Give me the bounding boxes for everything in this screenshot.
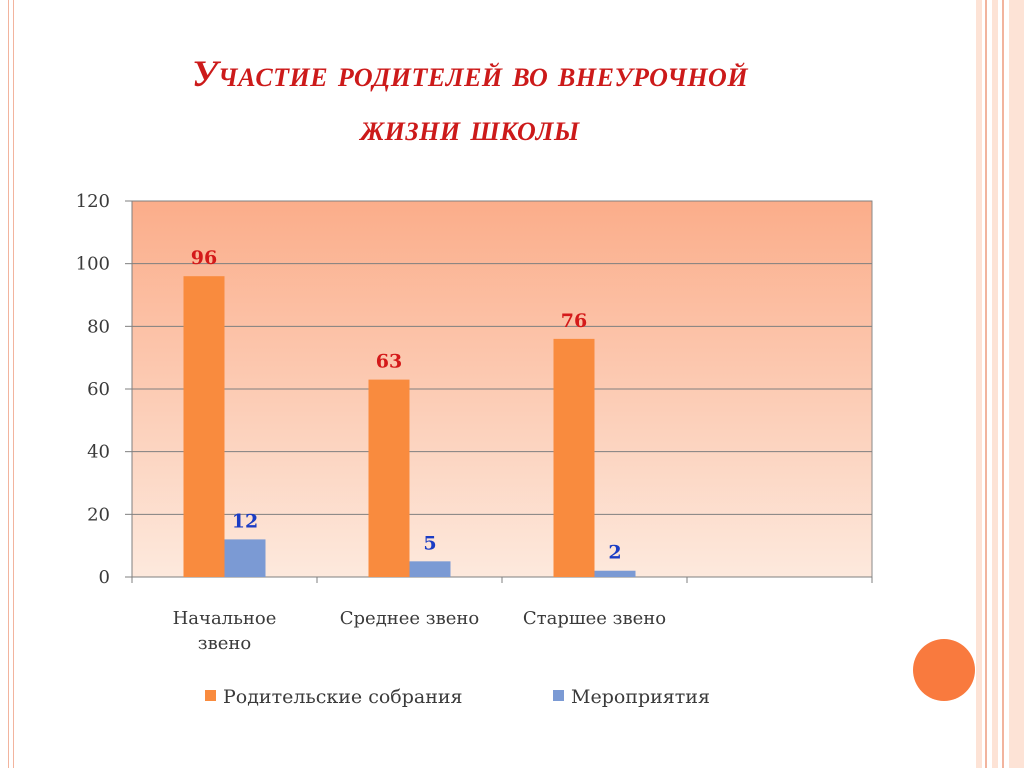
data-label: 2 (608, 542, 621, 564)
x-category-label: звено (198, 633, 251, 654)
y-tick-labels: 0 20 40 60 80 100 120 (76, 191, 110, 588)
legend-swatch (553, 690, 564, 701)
data-label: 5 (423, 532, 436, 554)
legend: Родительские собрания Мероприятия (205, 686, 710, 708)
frame-strip (976, 0, 982, 768)
y-tick-label: 20 (87, 504, 110, 525)
y-tick-label: 120 (76, 191, 110, 212)
bar-events (409, 561, 451, 577)
data-label: 12 (232, 510, 258, 532)
data-label: 76 (561, 310, 587, 332)
x-category-label: Начальное (173, 608, 277, 629)
bar-events (224, 539, 266, 577)
gridlines (125, 200, 872, 578)
legend-entry: Родительские собрания (223, 686, 463, 708)
x-category-label: Старшее звено (523, 608, 666, 629)
legend-swatch (205, 690, 216, 701)
slide-title-line-1: Участие родителей во внеурочной (191, 54, 749, 95)
slide-title: Участие родителей во внеурочной жизни шк… (40, 48, 900, 156)
bar-events (594, 570, 636, 577)
frame-strip (1009, 0, 1024, 768)
data-label: 63 (376, 351, 402, 373)
bar-parent-meetings (368, 379, 410, 577)
frame-strip (992, 0, 998, 768)
slide-frame-left (8, 0, 14, 768)
frame-strip (1002, 0, 1004, 768)
bar-parent-meetings (553, 338, 595, 577)
y-tick-label: 80 (87, 316, 110, 337)
slide-title-line-2: жизни школы (360, 108, 580, 149)
x-category-labels: Начальное звено Среднее звено Старшее звено (173, 608, 666, 654)
y-tick-label: 0 (99, 567, 110, 588)
decorative-circle (913, 639, 975, 701)
bars (183, 276, 636, 577)
slide-frame-right (976, 0, 1024, 768)
x-category-label: Среднее звено (340, 608, 480, 629)
y-tick-label: 60 (87, 379, 110, 400)
y-tick-label: 100 (76, 254, 110, 275)
legend-entry: Мероприятия (571, 686, 710, 708)
y-tick-label: 40 (87, 442, 110, 463)
bar-parent-meetings (183, 276, 225, 577)
data-labels: 96 63 76 12 5 2 (191, 247, 622, 564)
frame-strip (985, 0, 987, 768)
data-label: 96 (191, 247, 217, 269)
